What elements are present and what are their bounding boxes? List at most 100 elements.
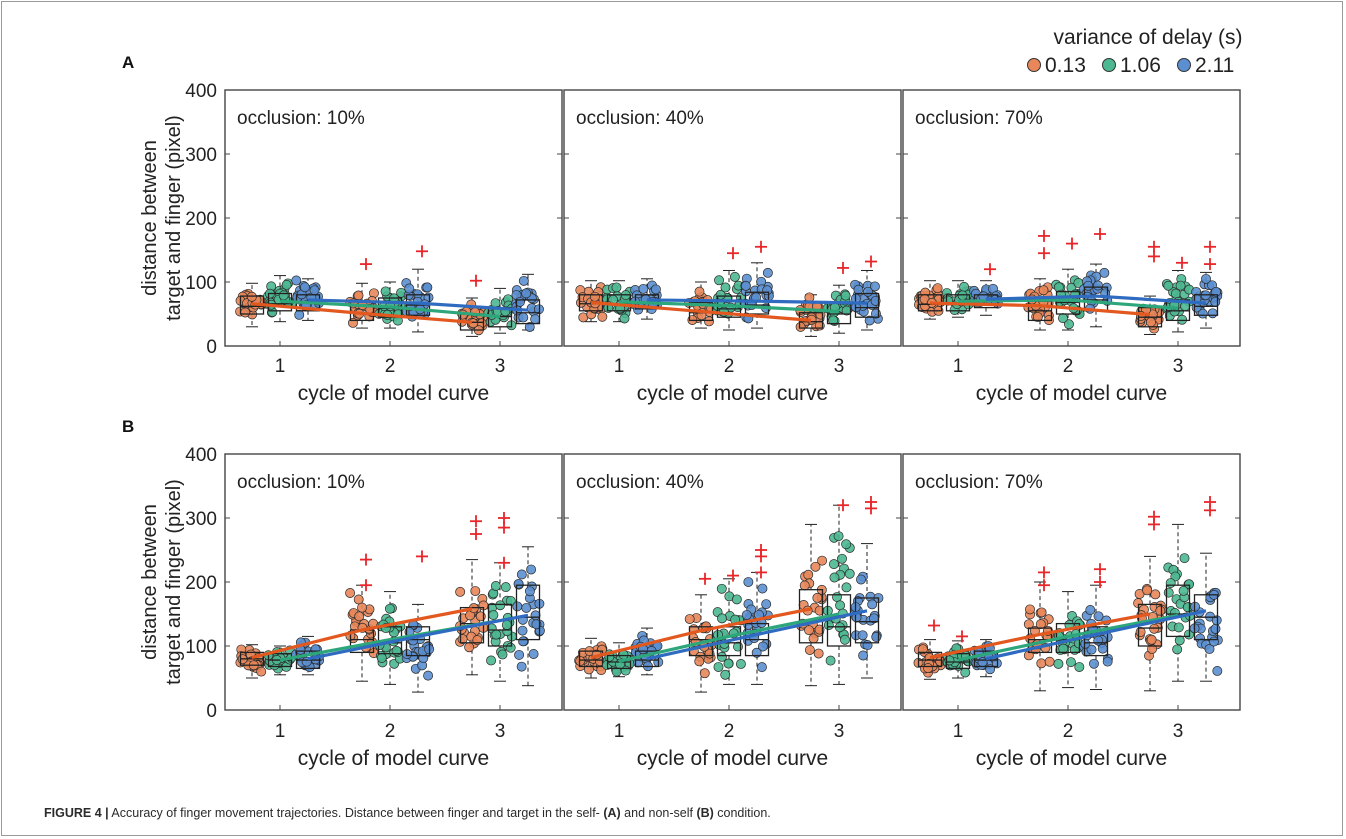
data-point: [470, 586, 481, 597]
data-point: [862, 640, 873, 651]
data-point: [713, 662, 724, 672]
data-point: [684, 614, 695, 624]
x-axis-label: cycle of model curve: [637, 382, 828, 405]
data-point: [1155, 605, 1166, 616]
data-point: [1044, 656, 1055, 667]
mean-line-0.13: [251, 302, 473, 324]
data-point: [1142, 585, 1153, 596]
legend-marker-0.13: [1027, 58, 1041, 72]
data-point: [521, 602, 532, 613]
data-point: [518, 275, 529, 286]
data-point: [597, 311, 608, 322]
data-point: [1207, 308, 1218, 319]
legend-label-0.13: 0.13: [1045, 54, 1086, 77]
box-iqr: [716, 626, 742, 657]
x-tick-label: 1: [614, 356, 625, 377]
data-point: [299, 282, 310, 293]
data-point: [1163, 587, 1174, 598]
data-point: [856, 574, 866, 585]
data-point: [1210, 296, 1221, 307]
panel-title: occlusion: 70%: [915, 472, 1043, 493]
box-iqr: [744, 291, 770, 315]
y-tick-label: 300: [185, 145, 217, 166]
data-point: [720, 669, 731, 680]
panel-title: occlusion: 40%: [576, 472, 704, 493]
mean-line-2.11: [985, 294, 1207, 305]
data-point: [1204, 644, 1215, 654]
box-iqr: [1083, 626, 1109, 657]
y-axis-label-line: distance between: [139, 140, 161, 296]
data-point: [357, 602, 367, 613]
x-tick-label: 2: [1063, 356, 1074, 377]
data-point: [1093, 611, 1104, 622]
data-point: [611, 282, 622, 293]
data-point: [1149, 623, 1160, 634]
mean-line-0.13: [590, 607, 812, 660]
data-point: [762, 267, 773, 278]
data-point: [309, 285, 320, 296]
data-point: [841, 305, 852, 316]
data-point: [959, 281, 970, 292]
data-point: [960, 667, 971, 678]
x-tick-label: 1: [275, 356, 286, 377]
x-axis-label: cycle of model curve: [637, 747, 828, 770]
data-point: [1053, 658, 1064, 669]
data-point: [278, 290, 289, 301]
data-point: [799, 580, 810, 591]
data-point: [867, 599, 878, 610]
data-point: [1211, 286, 1221, 297]
data-point: [1035, 619, 1046, 630]
data-point: [575, 656, 586, 666]
data-point: [1150, 589, 1161, 600]
caption-ref-b: (B): [696, 806, 714, 820]
data-point: [500, 582, 511, 593]
x-tick-label: 1: [614, 721, 625, 742]
x-axis-label: cycle of model curve: [298, 747, 489, 770]
data-point: [823, 620, 834, 631]
x-tick-label: 2: [385, 356, 396, 377]
box-iqr: [945, 653, 971, 670]
data-point: [761, 599, 772, 610]
data-point: [376, 653, 387, 664]
data-point: [497, 649, 508, 660]
data-point: [1089, 658, 1099, 669]
box-iqr: [487, 603, 513, 647]
data-point: [1032, 311, 1043, 322]
data-point: [735, 659, 746, 669]
x-tick-label: 3: [834, 721, 845, 742]
x-tick-label: 1: [275, 721, 286, 742]
caption-text-2: and non-self: [620, 806, 697, 820]
data-point: [404, 283, 415, 294]
data-point: [917, 644, 928, 655]
data-point: [1066, 657, 1076, 668]
data-point: [528, 649, 539, 659]
data-point: [291, 275, 302, 286]
data-point: [495, 600, 506, 611]
data-point: [694, 286, 705, 297]
caption-text-3: condition.: [713, 806, 771, 820]
data-point: [1093, 280, 1103, 291]
data-point: [837, 553, 847, 564]
data-point: [1201, 273, 1211, 284]
data-point: [841, 539, 852, 550]
x-tick-label: 2: [1063, 721, 1074, 742]
figure-caption: FIGURE 4 | Accuracy of finger movement t…: [44, 806, 1334, 820]
x-tick-label: 3: [834, 356, 845, 377]
data-point: [740, 280, 751, 291]
data-point: [486, 655, 497, 666]
data-point: [513, 578, 524, 589]
data-point: [1036, 658, 1047, 669]
data-point: [840, 290, 851, 301]
mean-line-0.13: [929, 612, 1151, 660]
x-tick-label: 3: [495, 356, 506, 377]
panel-title: occlusion: 10%: [237, 472, 365, 493]
data-point: [518, 636, 529, 647]
data-point: [1074, 662, 1085, 672]
data-point: [717, 613, 727, 624]
box-iqr: [405, 626, 431, 657]
data-point: [1085, 605, 1096, 615]
box-iqr: [578, 650, 604, 668]
data-point: [694, 656, 705, 667]
data-point: [757, 583, 768, 594]
x-tick-label: 2: [385, 721, 396, 742]
